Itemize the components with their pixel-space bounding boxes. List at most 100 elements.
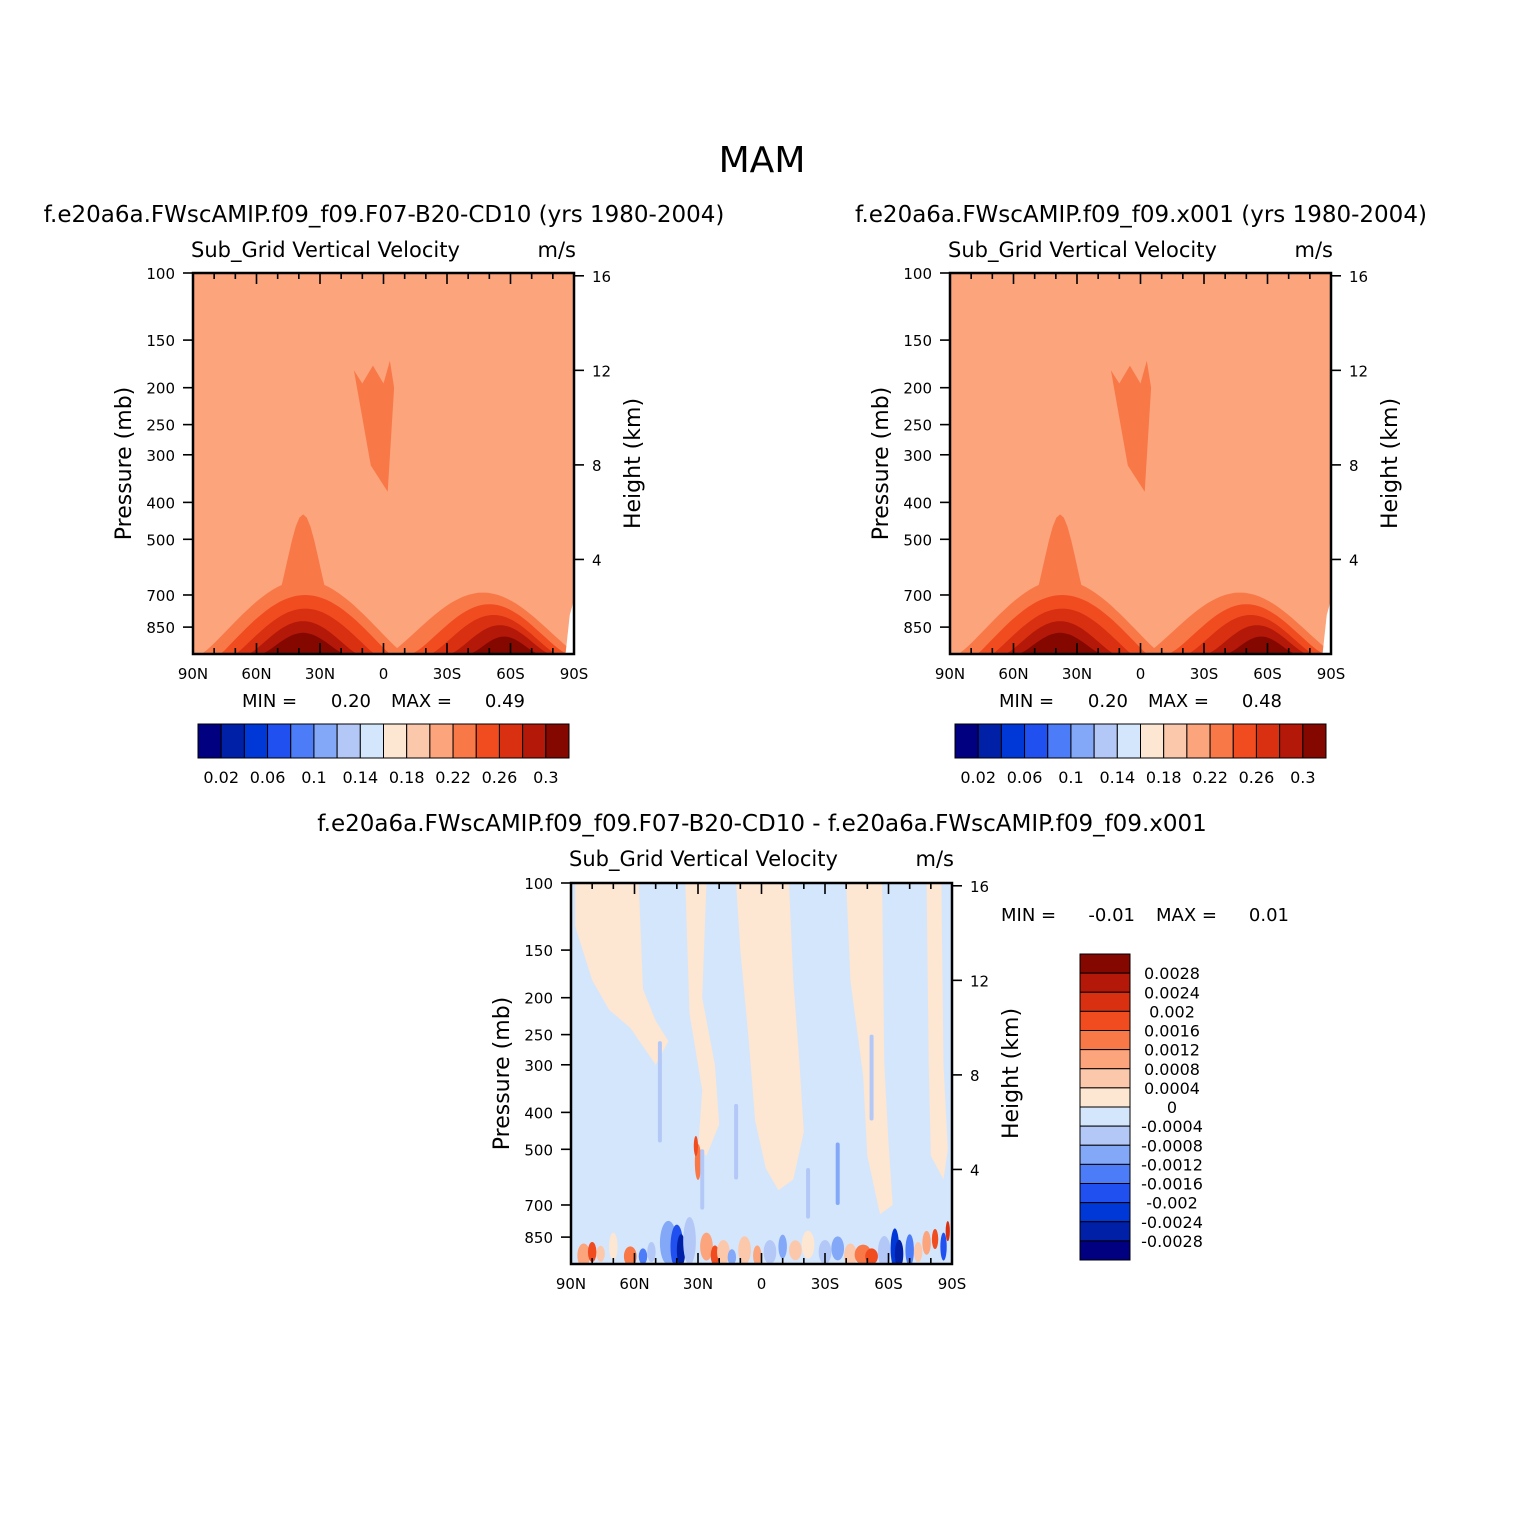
panel1-colorbar-box [267, 723, 292, 759]
panel3-contour-blob [717, 1239, 730, 1264]
panel3-contour-positive-band [685, 883, 720, 1156]
panel2-colorbar-label: 0.06 [1007, 768, 1043, 787]
panel2-y2-tick-label: 16 [1349, 268, 1368, 286]
panel3-contour-blob [623, 1246, 637, 1264]
panel2-colorbar-label: 0.3 [1290, 768, 1315, 787]
panel1-colorbar-box [383, 723, 408, 759]
panel2-colorbar-box [1024, 723, 1049, 759]
panel3-contour-blob [818, 1239, 832, 1264]
panel3-contour-positive-band [575, 883, 669, 1065]
panel3-x-tick-label: 60N [619, 1275, 649, 1293]
panel3-contour-blob [738, 1236, 751, 1264]
panel3-y-tick-label: 300 [524, 1057, 553, 1075]
panel1-colorbar-box [475, 723, 500, 759]
panel3-case-title: f.e20a6a.FWscAMIP.f09_f09.F07-B20-CD10 -… [317, 811, 1207, 837]
panel3-colorbar-box [1079, 1202, 1131, 1223]
panel3-y-tick-label: 400 [524, 1104, 553, 1122]
panel1-case-title: f.e20a6a.FWscAMIP.f09_f09.F07-B20-CD10 (… [44, 202, 725, 228]
panel3-contour-blob [596, 1245, 605, 1262]
panel3-y2-tick-label: 12 [970, 972, 989, 990]
panel3-colorbar-label: -0.0012 [1141, 1155, 1203, 1174]
panel2-y-tick-label: 150 [903, 332, 932, 350]
panel3-max-value: 0.01 [1249, 905, 1289, 926]
panel2-y-tick-label: 100 [903, 265, 932, 283]
panel2-colorbar-box [1093, 723, 1118, 759]
panel3-contour-blob [877, 1235, 891, 1264]
panel1-y-tick-label: 250 [146, 417, 175, 435]
panel3-contour-blob [922, 1230, 931, 1255]
panel3-contour-positive-band [736, 883, 804, 1191]
panel3-contour-blob [753, 1245, 762, 1264]
panel2-colorbar-box [1116, 723, 1141, 759]
panel3-colorbar-label: 0 [1167, 1098, 1177, 1117]
panel3-y2-tick-label: 8 [970, 1067, 980, 1085]
panel2-y2-tick-label: 12 [1349, 362, 1368, 380]
panel1-x-tick-label: 60N [241, 665, 271, 683]
panel3-x-tick-label: 60S [874, 1275, 903, 1293]
panel3-contour-blob [789, 1240, 802, 1261]
panel2-colorbar-label: 0.22 [1192, 768, 1228, 787]
panel2-colorbar-box [1302, 723, 1327, 759]
panel3-contour-blob [683, 1216, 696, 1264]
panel3-contour-streak [806, 1168, 811, 1219]
panel1-colorbar-box [452, 723, 477, 759]
panel3-y-tick-label: 150 [524, 942, 553, 960]
panel1-ylabel-left: Pressure (mb) [112, 387, 137, 541]
panel2-colorbar-box [977, 723, 1002, 759]
panel3-y2-tick-label: 4 [970, 1161, 980, 1179]
panel1-y-tick-label: 850 [146, 619, 175, 637]
panel2-x-tick-label: 0 [1136, 665, 1146, 683]
panel3-units-label: m/s [916, 847, 954, 871]
panel3-contour-streak [734, 1103, 739, 1180]
panel1-x-tick-label: 0 [379, 665, 389, 683]
panel2-y-tick-label: 250 [903, 417, 932, 435]
panel3-colorbar-label: 0.0004 [1144, 1079, 1200, 1098]
panel3-colorbar-box [1079, 1068, 1131, 1089]
panel3-contour-blob [913, 1241, 923, 1262]
panel3-contour-blob [676, 1234, 686, 1264]
panel1-colorbar-box [220, 723, 245, 759]
panel1-colorbar-label: 0.3 [533, 768, 558, 787]
panel2-contour-field [950, 273, 1331, 654]
panel3-y-tick-label: 850 [524, 1229, 553, 1247]
panel2-colorbar-box [954, 723, 979, 759]
panel3-colorbar-label: 0.002 [1149, 1002, 1195, 1021]
panel2-colorbar-box [1186, 723, 1211, 759]
panel3-contour-blob [940, 1232, 947, 1261]
panel3-colorbar-label: 0.0016 [1144, 1022, 1200, 1041]
panel1-contour-sh-mound [468, 636, 541, 654]
panel3-colorbar-label: 0.0008 [1144, 1060, 1200, 1079]
panel1-colorbar-label: 0.1 [301, 768, 326, 787]
panel2-ylabel-left: Pressure (mb) [869, 387, 894, 541]
panel2-x-tick-label: 30S [1190, 665, 1219, 683]
panel3-contour-blob [693, 1135, 699, 1156]
panel3-ylabel-left: Pressure (mb) [490, 997, 515, 1151]
panel2-x-tick-label: 30N [1062, 665, 1092, 683]
panel2-colorbar-box [1163, 723, 1188, 759]
panel1-y-tick-label: 100 [146, 265, 175, 283]
panel3-y-tick-label: 700 [524, 1197, 553, 1215]
panel3-y2-tick-label: 16 [970, 878, 989, 896]
panel2-max-label: MAX = [1148, 691, 1209, 712]
panel3-colorbar-box [1079, 1163, 1131, 1184]
panel1-colorbar-box [406, 723, 431, 759]
panel1-contour-field [193, 273, 574, 654]
panel1-colorbar-box [290, 723, 315, 759]
panel2-y-tick-label: 400 [903, 494, 932, 512]
panel3-contour-blob [831, 1236, 845, 1261]
panel2-colorbar-box [1047, 723, 1072, 759]
panel2-y-tick-label: 850 [903, 619, 932, 637]
panel1-y2-tick-label: 16 [592, 268, 611, 286]
panel3-contour-blob [609, 1232, 618, 1261]
panel1-colorbar-box [336, 723, 361, 759]
panel3-colorbar-box [1079, 1087, 1131, 1108]
panel1-y2-tick-label: 4 [592, 551, 602, 569]
panel1-y-tick-label: 700 [146, 587, 175, 605]
panel3-contour-blob [931, 1229, 939, 1250]
panel2-colorbar-label: 0.14 [1100, 768, 1136, 787]
panel3-colorbar-label: -0.0024 [1141, 1213, 1203, 1232]
panel2-colorbar-label: 0.26 [1239, 768, 1275, 787]
panel3-ylabel-right: Height (km) [999, 1008, 1024, 1139]
panel1-x-tick-label: 30N [305, 665, 335, 683]
